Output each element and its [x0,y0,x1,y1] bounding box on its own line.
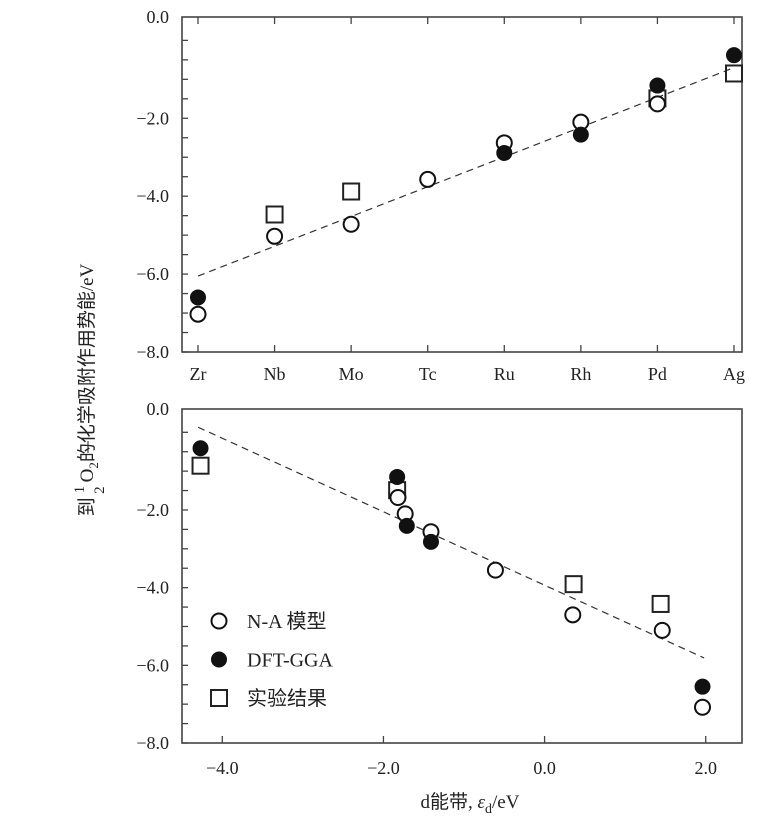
y-tick-label: −4.0 [136,186,169,206]
y-label-prefix: 到 [76,497,98,516]
y-tick-label: −2.0 [136,500,169,520]
data-point-open-circle [189,305,207,323]
y-tick-label: −2.0 [136,108,169,128]
data-point-open-square [342,182,361,201]
x-tick-label: −2.0 [367,758,400,778]
data-point-open-circle [653,621,671,639]
legend-item: DFT-GGA [211,650,333,672]
legend-label: N-A 模型 [247,610,326,633]
y-label-frac-num: 1 [72,486,88,494]
y-tick-label: −4.0 [136,578,169,598]
data-point-open-square [564,575,583,594]
y-label-o: O [77,469,98,483]
x-axis-label: d能带, εd/eV [421,791,520,817]
legend-label: 实验结果 [247,687,327,710]
data-point-filled-circle [694,678,711,695]
y-tick-label: −6.0 [136,655,169,675]
data-point-filled-circle [422,533,439,550]
data-point-filled-circle [192,440,209,457]
y-label-o-sub: 2 [86,462,101,469]
data-point-filled-circle [389,468,406,485]
y-label-rest: 的化学吸附作用势能/eV [76,263,98,462]
y-tick-label: −6.0 [136,264,169,284]
data-point-open-circle [486,561,504,579]
x-label-sub: d [485,802,492,817]
data-point-filled-circle [649,77,666,94]
bottom-plot: −8.0 −6.0 −4.0 −2.0 0.0 −4.0 −2.0 0.0 2.0 [136,399,743,778]
plot-frame [181,16,743,353]
data-point-open-square [265,205,284,224]
y-axis-label: 到1 2O2的化学吸附作用势能/eV [72,263,108,516]
data-point-open-circle [419,170,437,188]
legend-marker-filled-circle [211,651,227,668]
legend: N-A 模型 DFT-GGA 实验结果 [210,610,333,710]
data-point-open-circle [266,227,284,245]
trend-line [197,426,705,659]
x-tick-label: Zr [190,364,207,384]
y-tick-label: −8.0 [136,342,169,362]
data-point-open-circle [694,698,712,716]
x-tick-label: −4.0 [206,758,239,778]
data-point-open-square [191,456,210,475]
x-tick-label: Tc [419,364,437,384]
data-point-filled-circle [726,47,742,64]
legend-marker-open-circle [210,612,228,630]
y-tick-label: −8.0 [136,733,169,753]
legend-label: DFT-GGA [247,650,333,672]
y-tick-label: 0.0 [147,7,170,27]
x-tick-label: 0.0 [533,758,556,778]
top-plot: −8.0 −6.0 −4.0 −2.0 0.0 Zr Nb Mo Tc Ru Rh Pd Ag [136,7,745,384]
x-tick-label: Nb [264,364,286,384]
data-point-filled-circle [398,517,415,534]
x-tick-label: 2.0 [694,758,717,778]
x-tick-label: Rh [570,364,591,384]
x-label-epsilon: ε [478,792,486,813]
data-point-filled-circle [496,144,513,161]
x-tick-label: Pd [648,364,667,384]
x-label-suffix: /eV [492,792,520,813]
data-point-open-circle [389,489,407,507]
data-point-filled-circle [190,289,206,306]
legend-item: N-A 模型 [210,610,326,633]
data-point-open-circle [342,215,360,233]
data-point-open-circle [564,606,582,624]
x-tick-label: Ag [723,364,745,384]
legend-marker-open-square [210,689,228,707]
y-tick-label: 0.0 [147,399,170,419]
plot-frame [181,408,743,744]
x-tick-label: Mo [339,364,364,384]
x-label-prefix: d能带, [421,791,478,813]
data-point-open-square [725,64,743,83]
x-tick-label: Ru [494,364,515,384]
data-point-open-square [651,594,670,613]
data-point-open-circle [648,95,666,113]
data-point-filled-circle [572,126,589,143]
legend-item: 实验结果 [210,687,327,710]
y-label-frac-den: 2 [92,486,108,494]
